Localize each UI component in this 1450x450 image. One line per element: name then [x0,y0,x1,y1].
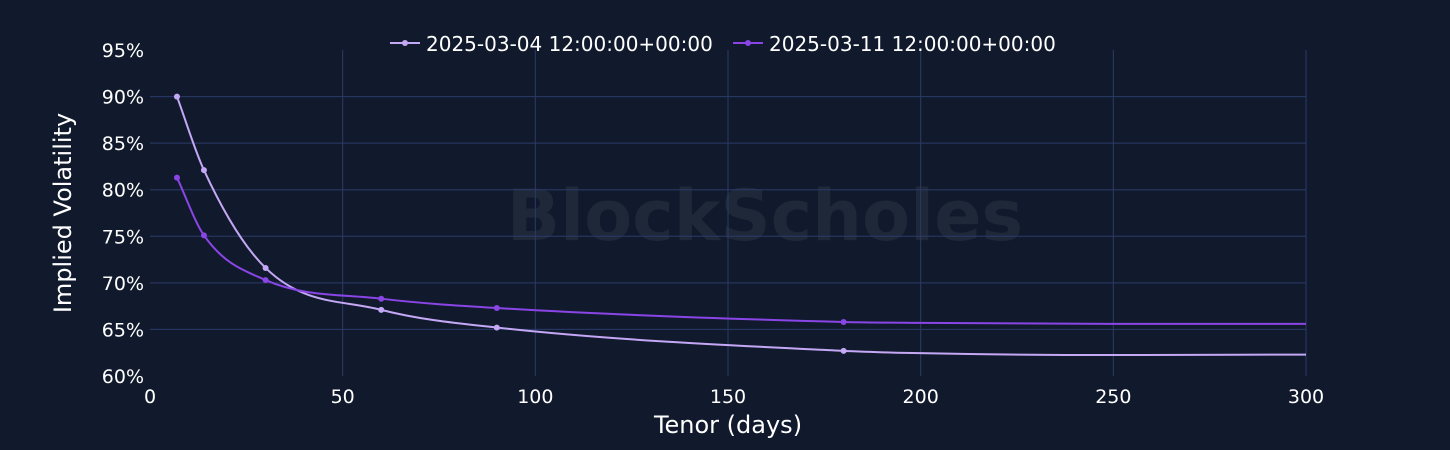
series-lines [176,96,1307,357]
y-tick-label: 85% [102,133,144,155]
y-tick-label: 70% [102,273,144,295]
x-tick-label: 50 [331,386,355,408]
watermark-logo: BlockScholes [507,175,1023,257]
data-point [493,305,500,312]
data-point [378,306,385,313]
y-tick-label: 95% [102,40,144,62]
x-axis-title: Tenor (days) [653,411,802,439]
data-point [378,295,385,302]
x-tick-label: 150 [710,386,746,408]
data-point [200,167,207,174]
x-axis-ticks: 0 50 100 150 200 250 300 [144,386,1324,408]
y-tick-label: 80% [102,180,144,202]
y-tick-label: 90% [102,87,144,109]
data-point [262,264,269,271]
data-point [262,277,269,284]
legend-label: 2025-03-11 12:00:00+00:00 [769,32,1056,56]
legend[interactable]: 2025-03-04 12:00:00+00:00 2025-03-11 12:0… [390,32,1056,56]
data-point [173,93,180,100]
data-point [493,324,500,331]
x-tick-label: 200 [903,386,939,408]
y-axis-title: Implied Volatility [49,113,77,313]
legend-swatch-marker [745,40,751,46]
y-tick-label: 60% [102,366,144,388]
data-point [840,347,847,354]
data-point [173,174,180,181]
data-point [200,232,207,239]
x-tick-label: 250 [1095,386,1131,408]
series-line-2 [176,177,1306,325]
y-tick-label: 65% [102,319,144,341]
x-tick-label: 0 [144,386,156,408]
legend-label: 2025-03-04 12:00:00+00:00 [426,32,713,56]
data-point [840,318,847,325]
legend-swatch-marker [402,40,408,46]
gridlines [150,50,1307,376]
x-tick-label: 300 [1288,386,1324,408]
x-tick-label: 100 [517,386,553,408]
series-points [173,93,847,354]
series-line-1 [176,96,1307,357]
y-tick-label: 75% [102,226,144,248]
y-axis-ticks: 60% 65% 70% 75% 80% 85% 90% 95% [102,40,144,388]
